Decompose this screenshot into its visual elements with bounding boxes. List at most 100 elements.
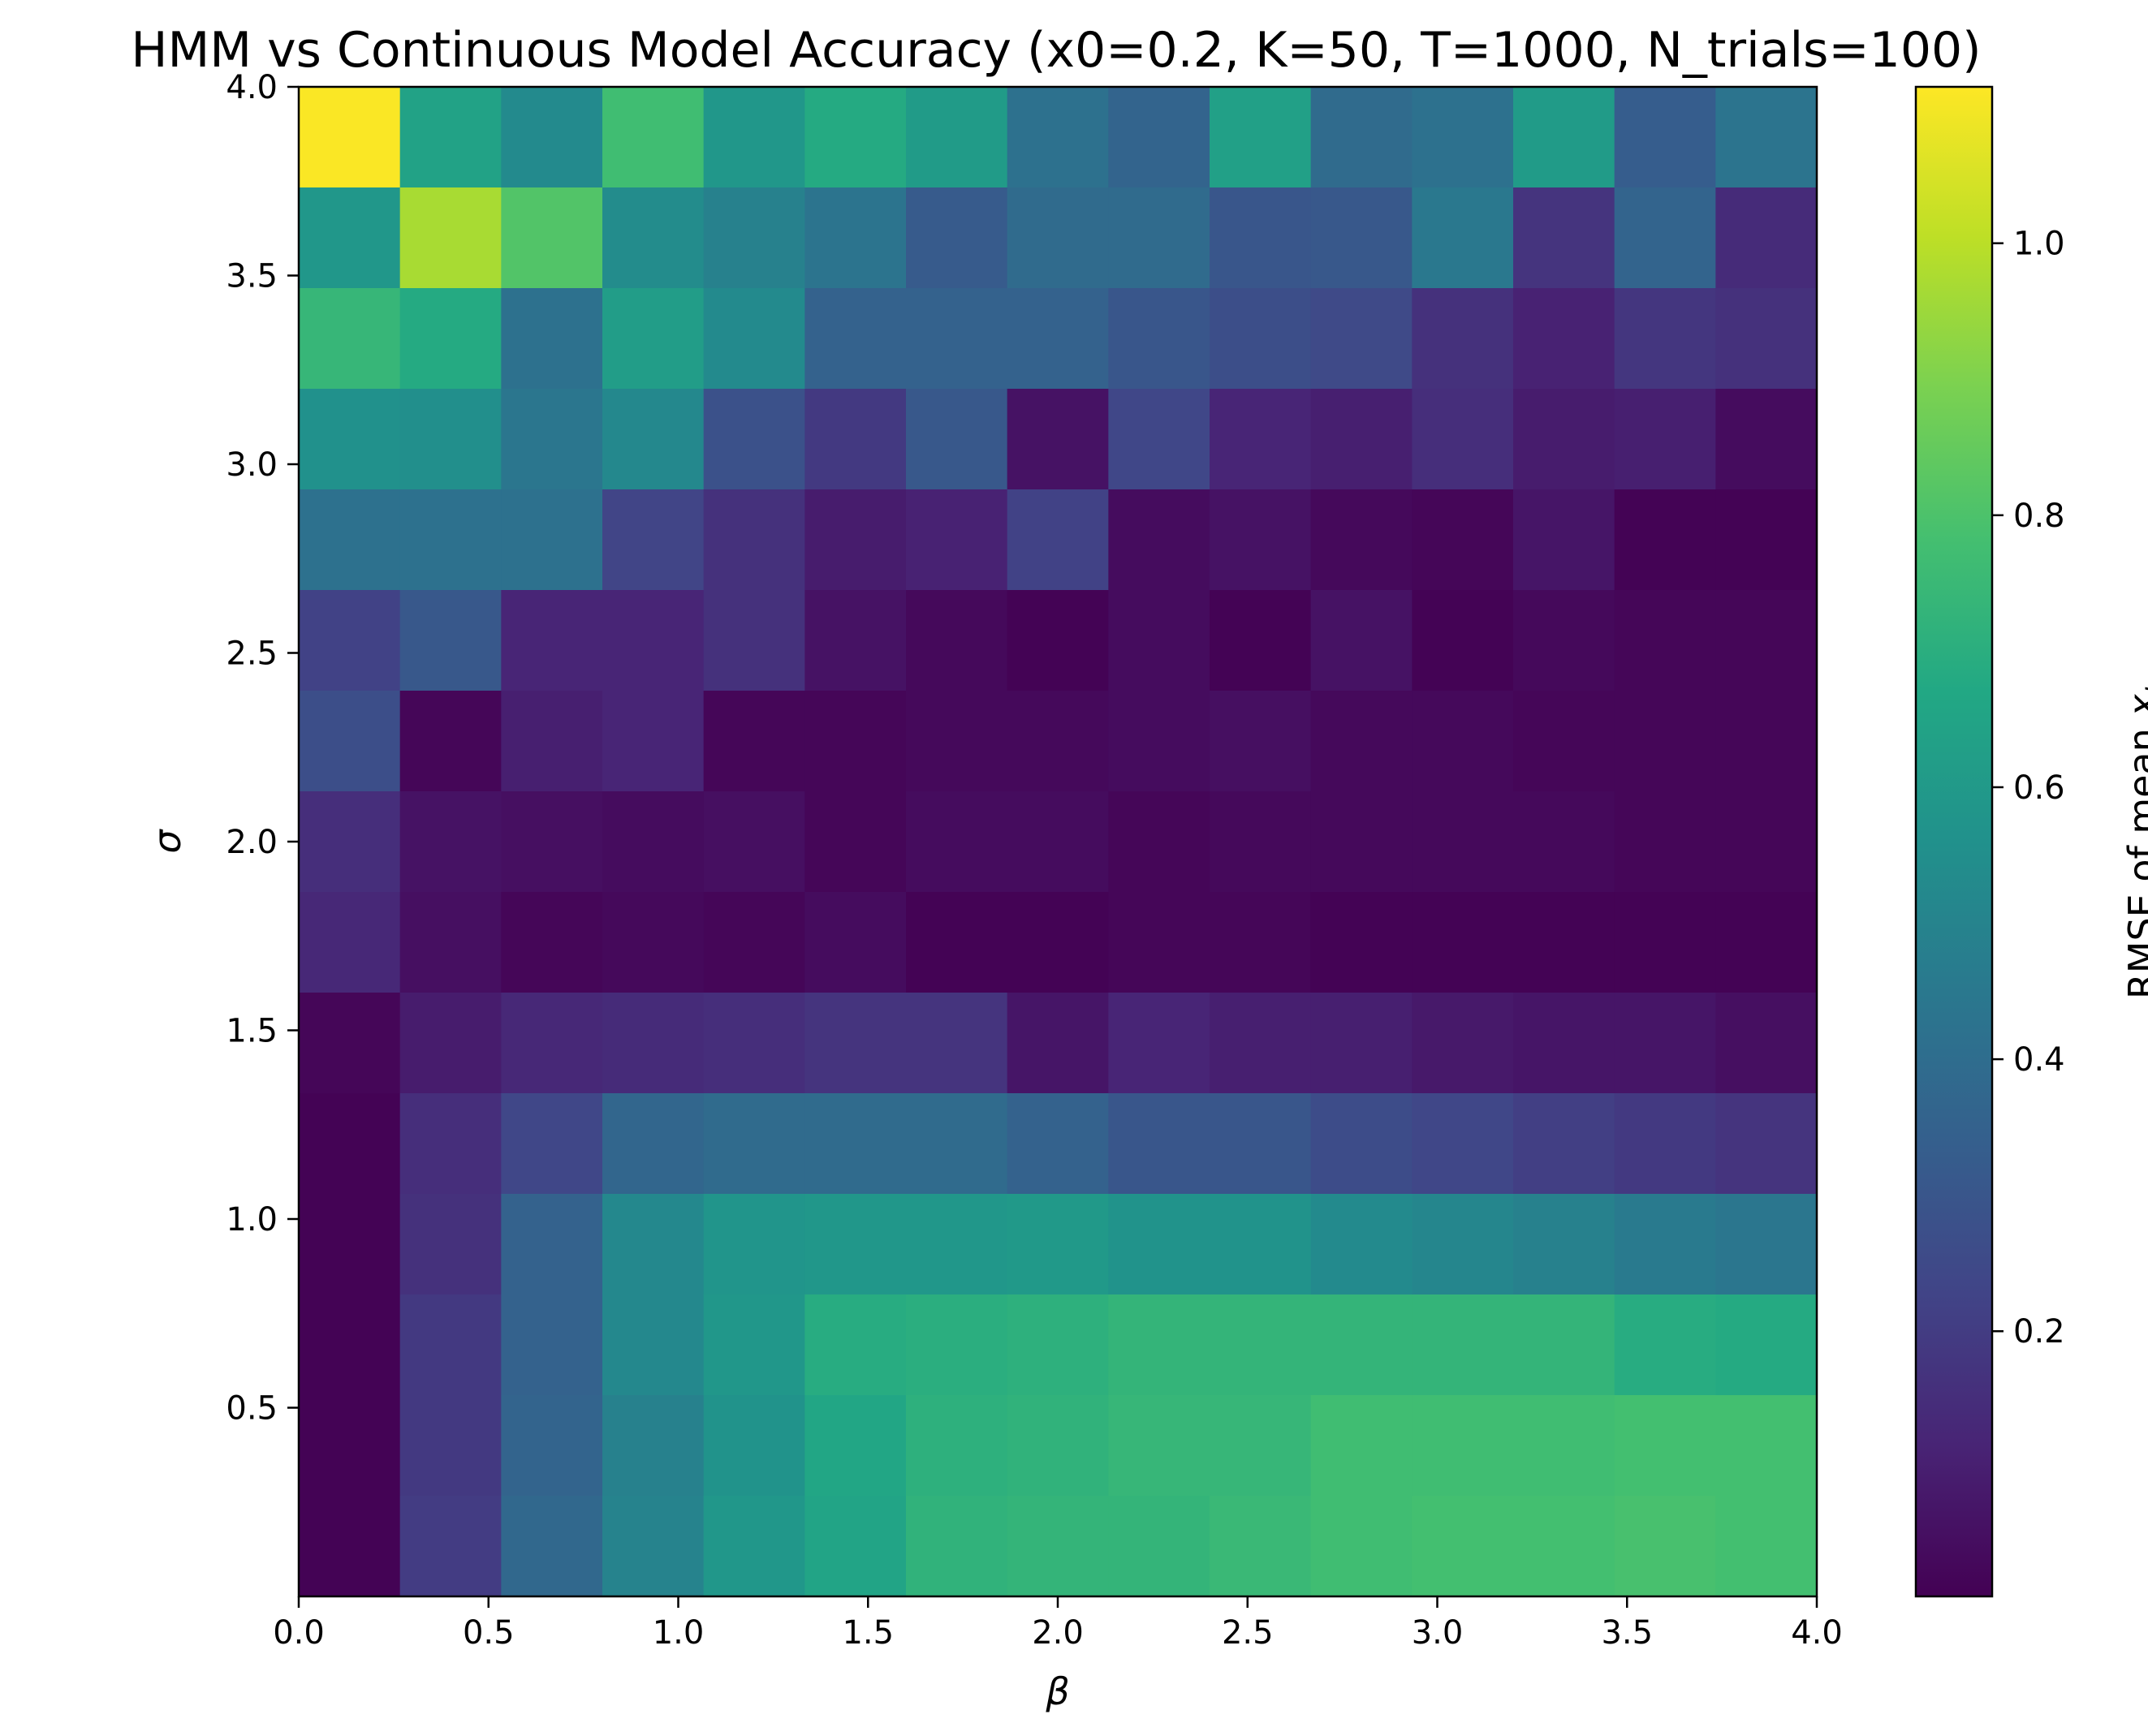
heatmap-cell xyxy=(501,288,603,390)
heatmap-cell xyxy=(1614,1395,1716,1497)
heatmap-cell xyxy=(1412,288,1514,390)
heatmap-cell xyxy=(602,1294,705,1396)
heatmap-cell xyxy=(906,1194,1008,1295)
heatmap-cell xyxy=(1412,993,1514,1094)
heatmap-cell xyxy=(906,1496,1008,1597)
heatmap-cell xyxy=(1715,288,1818,390)
heatmap-cell xyxy=(1513,288,1615,390)
heatmap-cell xyxy=(1108,791,1210,893)
heatmap-cell xyxy=(906,87,1008,188)
y-tick-label: 4.0 xyxy=(226,69,278,106)
heatmap-cell xyxy=(703,389,805,490)
heatmap-cell xyxy=(1108,691,1210,792)
heatmap-cell xyxy=(1513,691,1615,792)
heatmap-cell xyxy=(1108,1093,1210,1195)
heatmap-cell xyxy=(1007,389,1109,490)
colorbar-frame xyxy=(1914,85,1994,1598)
heatmap-cell xyxy=(1412,489,1514,591)
heatmap-cell xyxy=(602,1496,705,1597)
colorbar-label-variable: x xyxy=(2120,694,2148,718)
heatmap-cell xyxy=(1513,892,1615,993)
heatmap-cell xyxy=(1007,1395,1109,1497)
heatmap-cell xyxy=(399,1194,502,1295)
heatmap-cell xyxy=(299,590,401,691)
heatmap-cell xyxy=(906,1294,1008,1396)
heatmap-cell xyxy=(1108,87,1210,188)
heatmap-cell xyxy=(1715,791,1818,893)
heatmap-cell xyxy=(1007,1294,1109,1396)
heatmap-cell xyxy=(804,489,907,591)
heatmap-cell xyxy=(299,489,401,591)
heatmap-cell xyxy=(399,791,502,893)
heatmap-cell xyxy=(1412,187,1514,289)
heatmap-cell xyxy=(602,892,705,993)
heatmap-cell xyxy=(1108,892,1210,993)
heatmap-cell xyxy=(399,1395,502,1497)
heatmap-cell xyxy=(1007,993,1109,1094)
heatmap-cell xyxy=(399,590,502,691)
heatmap-cell xyxy=(1210,791,1312,893)
heatmap-cell xyxy=(602,590,705,691)
heatmap-cell xyxy=(703,791,805,893)
heatmap-cell xyxy=(1513,791,1615,893)
heatmap-cell xyxy=(399,892,502,993)
heatmap-cell xyxy=(1412,1194,1514,1295)
heatmap-cell xyxy=(1513,1194,1615,1295)
x-tick-label: 0.5 xyxy=(463,1614,515,1652)
x-tick-label: 2.5 xyxy=(1222,1614,1274,1652)
heatmap-cell xyxy=(1513,1496,1615,1597)
y-axis-ticks: 0.5 1.0 1.5 2.0 2.5 3.0 3.5 4.0 xyxy=(226,69,299,1428)
y-tick-label: 0.5 xyxy=(226,1390,278,1428)
x-tick-label: 0.0 xyxy=(273,1614,325,1652)
heatmap-cell xyxy=(1715,1294,1818,1396)
x-axis-ticks: 0.0 0.5 1.0 1.5 2.0 2.5 3.0 3.5 4.0 xyxy=(273,1596,1843,1652)
heatmap-cell xyxy=(1108,993,1210,1094)
heatmap-cell xyxy=(1715,389,1818,490)
heatmap-cell xyxy=(501,1496,603,1597)
heatmap-cell xyxy=(1108,389,1210,490)
heatmap-cell xyxy=(602,288,705,390)
heatmap-cell xyxy=(1412,691,1514,792)
heatmap-cell xyxy=(1614,993,1716,1094)
heatmap-cell xyxy=(1715,87,1818,188)
heatmap-cell xyxy=(1513,389,1615,490)
heatmap-cell xyxy=(1715,993,1818,1094)
heatmap-cell xyxy=(1614,590,1716,691)
heatmap-cell xyxy=(1108,1496,1210,1597)
heatmap-cell xyxy=(804,691,907,792)
heatmap-cell xyxy=(1412,1395,1514,1497)
heatmap-cell xyxy=(1210,691,1312,792)
heatmap-cell xyxy=(1614,691,1716,792)
heatmap-cell xyxy=(1108,1395,1210,1497)
heatmap-cell xyxy=(804,87,907,188)
heatmap-cell xyxy=(399,187,502,289)
y-tick-label: 3.5 xyxy=(226,258,278,295)
heatmap-cell xyxy=(703,87,805,188)
heatmap-cell xyxy=(602,489,705,591)
heatmap-cell xyxy=(399,691,502,792)
heatmap-cell xyxy=(299,1194,401,1295)
heatmap-cell xyxy=(602,1395,705,1497)
heatmap-cell xyxy=(1108,489,1210,591)
heatmap-cell xyxy=(906,288,1008,390)
heatmap-cell xyxy=(1007,187,1109,289)
heatmap-cell xyxy=(804,1395,907,1497)
heatmap-cell xyxy=(1412,1294,1514,1396)
heatmap-cell xyxy=(399,389,502,490)
chart-title: HMM vs Continuous Model Accuracy (x0=0.2… xyxy=(131,22,1981,79)
heatmap-cell xyxy=(804,1294,907,1396)
heatmap-cell xyxy=(602,791,705,893)
heatmap-cell xyxy=(703,187,805,289)
heatmap-cell xyxy=(1007,489,1109,591)
heatmap-cell xyxy=(602,1093,705,1195)
heatmap-cell xyxy=(501,691,603,792)
heatmap-cell xyxy=(1310,1395,1413,1497)
heatmap-cell xyxy=(1513,590,1615,691)
heatmap-cell xyxy=(602,993,705,1094)
heatmap-cell xyxy=(1310,791,1413,893)
heatmap-cell xyxy=(1210,187,1312,289)
heatmap-cell xyxy=(1513,187,1615,289)
y-tick-label: 2.0 xyxy=(226,824,278,861)
heatmap-cell xyxy=(804,1496,907,1597)
heatmap-cell xyxy=(804,892,907,993)
